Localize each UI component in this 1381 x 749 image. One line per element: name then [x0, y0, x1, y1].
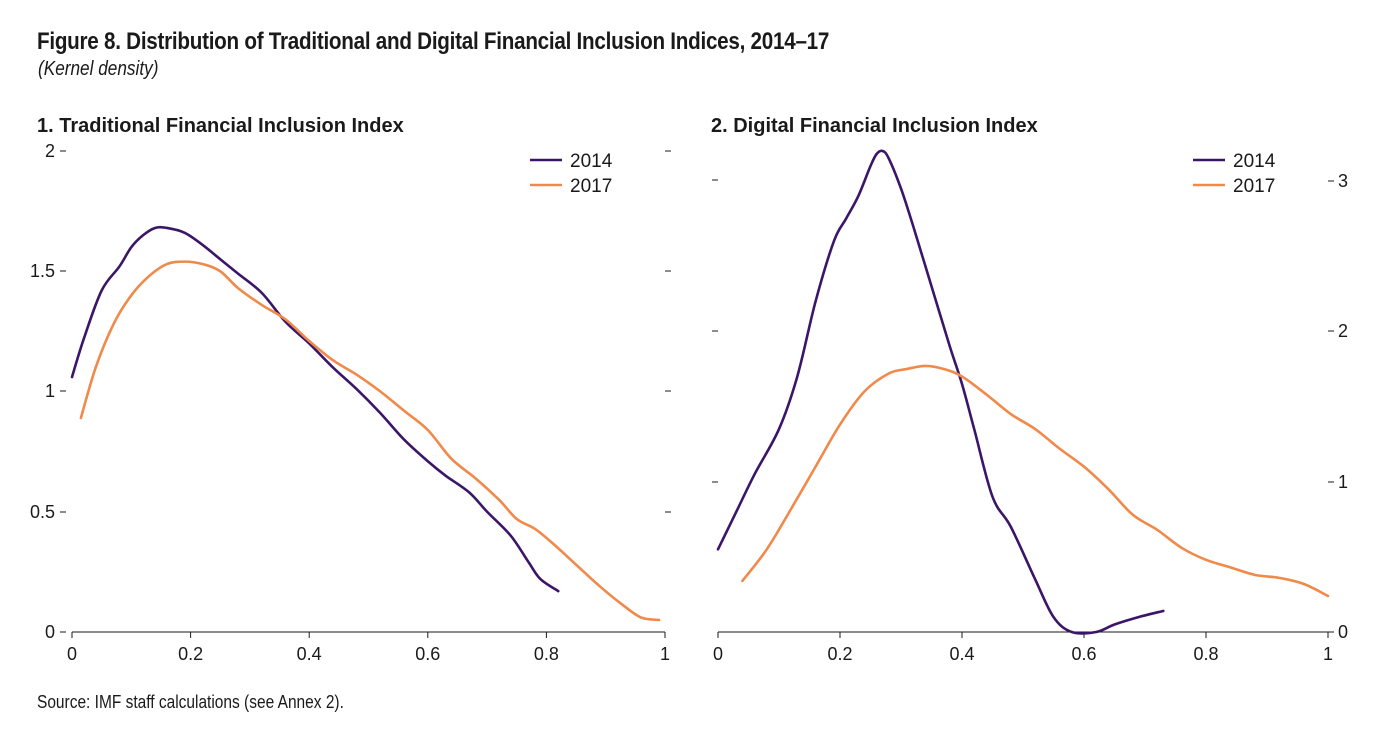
panel-1-title: 1. Traditional Financial Inclusion Index [37, 115, 404, 137]
x-tick-label: 0 [713, 644, 723, 664]
y-tick-label-left: 0.5 [30, 502, 55, 522]
x-tick-label: 0.8 [534, 644, 559, 664]
figure-title: Figure 8. Distribution of Traditional an… [37, 28, 830, 55]
x-tick-label: 0.6 [1071, 644, 1096, 664]
x-tick-label: 0 [67, 644, 77, 664]
panel-2-title: 2. Digital Financial Inclusion Index [711, 115, 1038, 137]
series-line-2014 [716, 149, 1165, 635]
panel-1-traditional-index: 0 0.2 0.4 0.6 0.8 1 0 0.5 1 1.5 2 2014 2017 [30, 141, 671, 664]
legend-label-2017: 2017 [1233, 176, 1275, 197]
legend-label-2014: 2014 [1233, 151, 1276, 172]
y-tick-label-right: 2 [1338, 321, 1348, 341]
x-tick-label: 1 [1323, 644, 1333, 664]
x-tick-label: 0.8 [1193, 644, 1218, 664]
x-tick-label: 0.2 [178, 644, 203, 664]
x-tick-label: 0.4 [297, 644, 322, 664]
series-line-2017 [741, 364, 1330, 598]
x-tick-label: 0.6 [415, 644, 440, 664]
y-tick-label-left: 1 [45, 381, 55, 401]
y-tick-label-right: 3 [1338, 171, 1348, 191]
y-tick-label-left: 2 [45, 141, 55, 161]
series-line-2017 [79, 260, 661, 622]
x-tick-label: 0.2 [827, 644, 852, 664]
legend-label-2014: 2014 [570, 151, 613, 172]
y-tick-label-left: 0 [45, 622, 55, 642]
y-tick-label-right: 1 [1338, 472, 1348, 492]
y-tick-label-left: 1.5 [30, 261, 55, 281]
y-tick-label-right: 0 [1338, 622, 1348, 642]
x-tick-label: 0.4 [949, 644, 974, 664]
series-line-2014 [70, 225, 560, 593]
legend-label-2017: 2017 [570, 176, 612, 197]
figure-subtitle: (Kernel density) [38, 58, 159, 80]
x-tick-label: 1 [660, 644, 670, 664]
source-note: Source: IMF staff calculations (see Anne… [37, 692, 344, 712]
